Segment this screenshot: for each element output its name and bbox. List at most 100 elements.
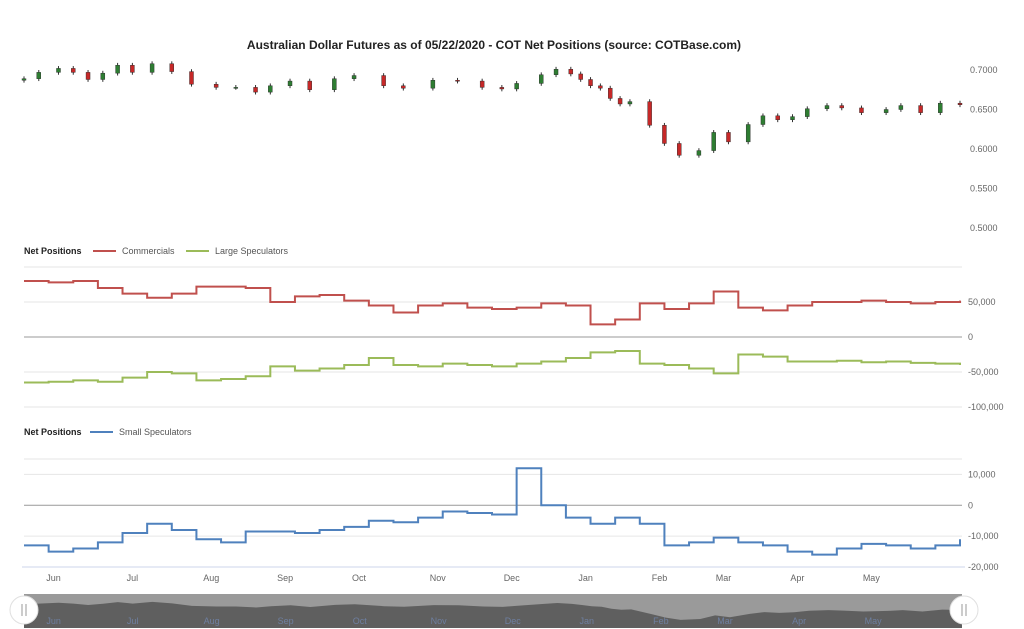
positions-tick-label: -100,000	[968, 402, 1004, 412]
legend-title-small-specs: Net Positions	[24, 427, 82, 437]
series-line-large-speculators	[24, 350, 961, 384]
candle-body	[332, 78, 337, 90]
candle-body	[539, 74, 544, 84]
navigator-right-handle[interactable]	[949, 595, 979, 625]
navigator-month-label: May	[865, 616, 883, 626]
candle-body	[169, 63, 174, 72]
candle-body	[514, 83, 519, 90]
candle-body	[588, 79, 593, 87]
x-month-label: May	[863, 573, 881, 583]
small-specs-tick-label: -20,000	[968, 562, 999, 572]
candle-body	[100, 72, 106, 80]
navigator-month-labels: Jun Jul Aug Sep Oct Nov Dec Jan Feb Mar Apr May	[46, 616, 882, 626]
x-month-label: Aug	[203, 573, 219, 583]
x-month-label: Feb	[652, 573, 668, 583]
candle-body	[253, 87, 258, 93]
navigator-series-area	[24, 601, 962, 628]
navigator-month-label: Nov	[431, 616, 448, 626]
candle-body	[859, 107, 864, 113]
candle-body	[36, 72, 41, 79]
navigator-month-label: Sep	[278, 616, 294, 626]
price-tick-label: 0.6500	[970, 105, 998, 115]
candle-body	[790, 116, 795, 120]
navigator-month-label: Apr	[792, 616, 806, 626]
price-tick-label: 0.5000	[970, 223, 998, 233]
candle-body	[824, 105, 830, 109]
navigator-left-handle-circle[interactable]	[9, 595, 39, 625]
x-axis-month-labels: Jun Jul Aug Sep Oct Nov Dec Jan Feb Mar Apr May	[46, 573, 880, 583]
small-specs-tick-label: 0	[968, 500, 973, 510]
navigator-month-label: Jan	[580, 616, 595, 626]
legend-positions: Net Positions Commercials Large Speculat…	[24, 246, 289, 256]
navigator-month-label: Aug	[204, 616, 220, 626]
price-tick-label: 0.7000	[970, 65, 998, 75]
candle-body	[598, 85, 603, 89]
candle-body	[21, 78, 27, 81]
x-month-label: Nov	[430, 573, 447, 583]
navigator[interactable]: Jun Jul Aug Sep Oct Nov Dec Jan Feb Mar Apr May	[9, 594, 979, 628]
candle-body	[287, 80, 293, 86]
candle-body	[307, 80, 312, 90]
candle-body	[957, 102, 963, 105]
candle-body	[726, 132, 731, 143]
navigator-left-handle[interactable]	[9, 595, 39, 625]
price-tick-label: 0.6000	[970, 144, 998, 154]
candle-body	[760, 115, 766, 125]
x-month-label: Sep	[277, 573, 293, 583]
x-month-label: Apr	[790, 573, 804, 583]
x-month-label: Dec	[504, 573, 521, 583]
navigator-month-label: Oct	[353, 616, 368, 626]
candle-body	[647, 101, 652, 126]
legend-small-specs: Net Positions Small Speculators	[24, 427, 192, 437]
candle-body	[608, 87, 613, 99]
candle-body	[85, 72, 91, 80]
navigator-month-label: Jul	[127, 616, 139, 626]
navigator-month-label: Mar	[717, 616, 733, 626]
candle-body	[711, 132, 716, 151]
x-month-label: Jul	[127, 573, 139, 583]
positions-tick-label: 0	[968, 332, 973, 342]
navigator-right-handle-circle[interactable]	[949, 595, 979, 625]
candle-body	[775, 115, 780, 120]
candle-body	[430, 80, 436, 89]
candle-body	[115, 65, 120, 74]
price-tick-label: 0.5500	[970, 184, 998, 194]
x-month-label: Jan	[578, 573, 593, 583]
candle-body	[381, 75, 386, 86]
navigator-month-label: Dec	[505, 616, 522, 626]
small-specs-tick-label: -10,000	[968, 531, 999, 541]
candle-body	[479, 80, 485, 88]
chart-title: Australian Dollar Futures as of 05/22/20…	[247, 38, 741, 52]
legend-label-small-speculators[interactable]: Small Speculators	[119, 427, 192, 437]
legend-label-commercials[interactable]: Commercials	[122, 246, 175, 256]
candle-body	[268, 85, 273, 93]
candle-body	[627, 101, 633, 105]
candle-body	[617, 98, 623, 105]
candle-body	[130, 65, 135, 73]
navigator-month-label: Feb	[653, 616, 669, 626]
candle-body	[662, 125, 667, 144]
candle-body	[499, 87, 505, 90]
candle-body	[56, 68, 61, 73]
candle-body	[805, 108, 810, 117]
candle-body	[233, 87, 239, 89]
candle-body	[213, 84, 219, 88]
candle-body	[189, 71, 194, 85]
candle-body	[677, 143, 682, 156]
x-month-label: Oct	[352, 573, 367, 583]
positions-series	[24, 280, 961, 384]
legend-label-large-speculators[interactable]: Large Speculators	[215, 246, 289, 256]
candle-body	[918, 105, 923, 113]
candle-body	[351, 75, 357, 79]
positions-gridlines	[24, 266, 962, 408]
candle-body	[455, 80, 460, 82]
candle-body	[938, 102, 943, 113]
candle-body	[839, 105, 844, 109]
series-line-commercials	[24, 280, 961, 326]
legend-title-positions: Net Positions	[24, 246, 82, 256]
price-candlesticks	[21, 61, 963, 158]
candle-body	[401, 85, 406, 89]
candle-body	[883, 109, 889, 113]
candle-body	[898, 105, 904, 110]
